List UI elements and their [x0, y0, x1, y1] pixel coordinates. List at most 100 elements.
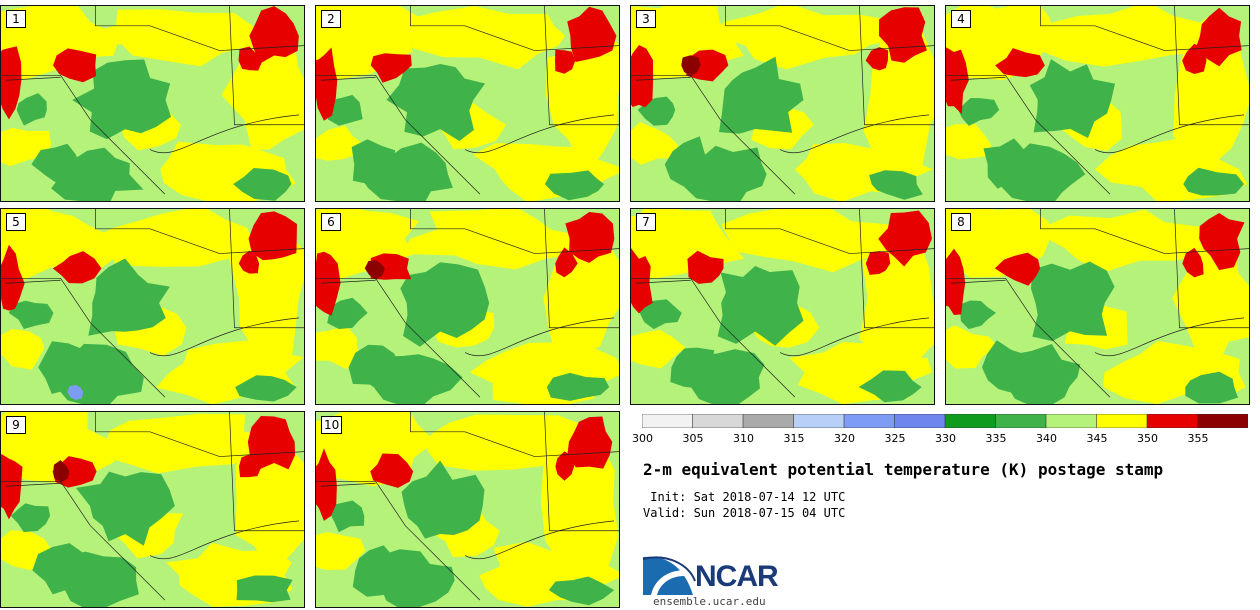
boundary-line: [1, 480, 166, 601]
boundary-line: [1040, 209, 1249, 254]
colorbar-tick-label: 315: [783, 432, 805, 445]
member-panel: 9: [0, 411, 305, 608]
colorbar-bin: [843, 414, 896, 428]
boundary-line: [5, 482, 61, 487]
colorbar-bin: [1045, 414, 1098, 428]
boundary-line: [320, 76, 376, 81]
boundary-line: [1, 74, 166, 195]
colorbar-tick-label: 345: [1086, 432, 1108, 445]
boundary-line: [1174, 209, 1249, 329]
boundary-line: [631, 277, 796, 398]
ensemble-field-map: [1, 6, 304, 201]
boundary-line: [946, 74, 1111, 195]
boundary-line: [635, 279, 691, 284]
colorbar-tick-label: 350: [1137, 432, 1158, 445]
boundary-line: [316, 74, 481, 195]
member-number-label: 9: [6, 416, 26, 434]
colorbar-tick-label: 305: [682, 432, 704, 445]
member-number-label: 8: [951, 213, 971, 231]
boundary-line: [95, 6, 304, 51]
colorbar-bin: [793, 414, 845, 428]
member-panel: 2: [315, 5, 620, 202]
boundary-line: [1094, 317, 1245, 357]
boundary-line: [725, 6, 934, 51]
boundary-line: [464, 317, 615, 357]
boundary-line: [95, 209, 304, 254]
ncar-logo-icon: [643, 556, 696, 595]
boundary-line: [149, 520, 300, 560]
boundary-line: [410, 6, 619, 51]
boundary-line: [779, 317, 930, 357]
member-panel: 1: [0, 5, 305, 202]
member-panel: 5: [0, 208, 305, 405]
init-time: Init: Sat 2018-07-14 12 UTC: [643, 490, 846, 504]
member-number-label: 2: [321, 10, 341, 28]
colorbar-bin: [692, 414, 744, 428]
member-panel: 7: [630, 208, 935, 405]
boundary-line: [5, 279, 61, 284]
colorbar-bin: [1197, 414, 1248, 428]
boundary-line: [149, 114, 300, 154]
boundary-line: [544, 209, 619, 329]
boundary-line: [149, 317, 300, 357]
boundary-line: [5, 76, 61, 81]
boundary-line: [320, 482, 376, 487]
colorbar-tick-label: 340: [1036, 432, 1057, 445]
ensemble-field-map: [316, 6, 619, 201]
colorbar-bin: [642, 414, 694, 428]
colorbar-bin: [894, 414, 946, 428]
colorbar-bin: [1146, 414, 1199, 428]
boundary-line: [410, 209, 619, 254]
colorbar-bin: [1096, 414, 1148, 428]
colorbar-tick-label: 355: [1187, 432, 1209, 445]
ensemble-field-map: [316, 209, 619, 404]
boundary-line: [464, 520, 615, 560]
colorbar-bin: [742, 414, 795, 428]
boundary-line: [229, 412, 304, 532]
boundary-line: [544, 6, 619, 126]
member-panel: 6: [315, 208, 620, 405]
boundary-line: [1, 277, 166, 398]
boundary-line: [631, 74, 796, 195]
ensemble-field-map: [631, 6, 934, 201]
boundary-line: [410, 412, 619, 457]
boundary-line: [320, 279, 376, 284]
member-number-label: 6: [321, 213, 341, 231]
boundary-line: [950, 279, 1006, 284]
member-number-label: 3: [636, 10, 656, 28]
boundary-line: [464, 114, 615, 154]
member-number-label: 4: [951, 10, 971, 28]
colorbar-tick-label: 310: [733, 432, 754, 445]
boundary-line: [95, 412, 304, 457]
boundary-line: [946, 277, 1111, 398]
member-number-label: 10: [321, 416, 343, 434]
boundary-line: [725, 209, 934, 254]
boundary-line: [544, 412, 619, 532]
member-number-label: 7: [636, 213, 656, 231]
colorbar-tick-labels: 300 305 310 315 320 325 330 335 340 345 350 355: [632, 432, 1260, 448]
ensemble-field-map: [316, 412, 619, 607]
boundary-line: [229, 209, 304, 329]
ensemble-field-map: [946, 6, 1249, 201]
chart-title: 2-m equivalent potential temperature (K)…: [643, 460, 1164, 479]
valid-time: Valid: Sun 2018-07-15 04 UTC: [643, 506, 846, 520]
ncar-wordmark: NCAR: [695, 560, 779, 593]
boundary-line: [1094, 114, 1245, 154]
member-panel: 8: [945, 208, 1250, 405]
boundary-line: [316, 277, 481, 398]
boundary-line: [229, 6, 304, 126]
member-number-label: 5: [6, 213, 26, 231]
member-panel: 4: [945, 5, 1250, 202]
member-number-label: 1: [6, 10, 26, 28]
site-url[interactable]: ensemble.ucar.edu: [653, 595, 766, 608]
colorbar-tick-label: 330: [935, 432, 956, 445]
ensemble-field-map: [1, 209, 304, 404]
boundary-line: [859, 209, 934, 329]
boundary-line: [635, 76, 691, 81]
boundary-line: [316, 480, 481, 601]
ensemble-field-map: [1, 412, 304, 607]
boundary-line: [1174, 6, 1249, 126]
colorbar: [642, 414, 1248, 428]
ensemble-field-map: [946, 209, 1249, 404]
colorbar-tick-label: 300: [632, 432, 653, 445]
